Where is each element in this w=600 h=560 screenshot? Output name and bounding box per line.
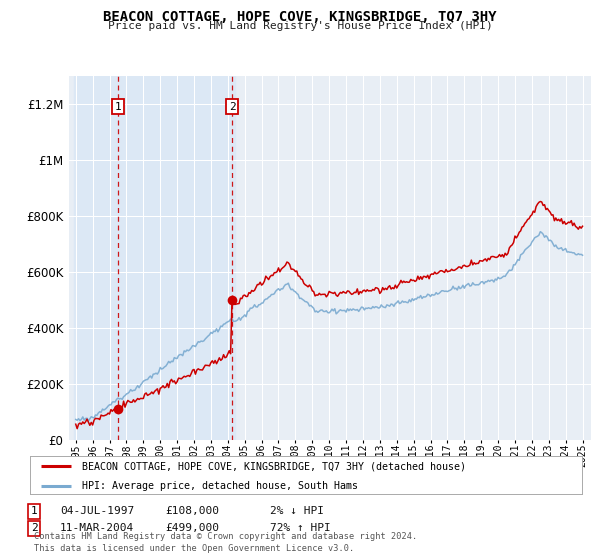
Bar (74, 76, 235, 440)
Text: 2: 2 (229, 101, 235, 111)
Text: HPI: Average price, detached house, South Hams: HPI: Average price, detached house, Sout… (82, 480, 358, 491)
Text: 11-MAR-2004: 11-MAR-2004 (60, 523, 134, 533)
Text: 2% ↓ HPI: 2% ↓ HPI (270, 506, 324, 516)
Text: 04-JUL-1997: 04-JUL-1997 (60, 506, 134, 516)
Text: BEACON COTTAGE, HOPE COVE, KINGSBRIDGE, TQ7 3HY (detached house): BEACON COTTAGE, HOPE COVE, KINGSBRIDGE, … (82, 461, 466, 471)
Text: Contains HM Land Registry data © Crown copyright and database right 2024.
This d: Contains HM Land Registry data © Crown c… (34, 532, 418, 553)
Text: Price paid vs. HM Land Registry's House Price Index (HPI): Price paid vs. HM Land Registry's House … (107, 21, 493, 31)
Text: BEACON COTTAGE, HOPE COVE, KINGSBRIDGE, TQ7 3HY: BEACON COTTAGE, HOPE COVE, KINGSBRIDGE, … (103, 10, 497, 24)
Text: 1: 1 (115, 101, 121, 111)
Text: 2: 2 (31, 523, 38, 533)
Text: £499,000: £499,000 (165, 523, 219, 533)
Text: £108,000: £108,000 (165, 506, 219, 516)
Text: 1: 1 (31, 506, 38, 516)
Text: 72% ↑ HPI: 72% ↑ HPI (270, 523, 331, 533)
